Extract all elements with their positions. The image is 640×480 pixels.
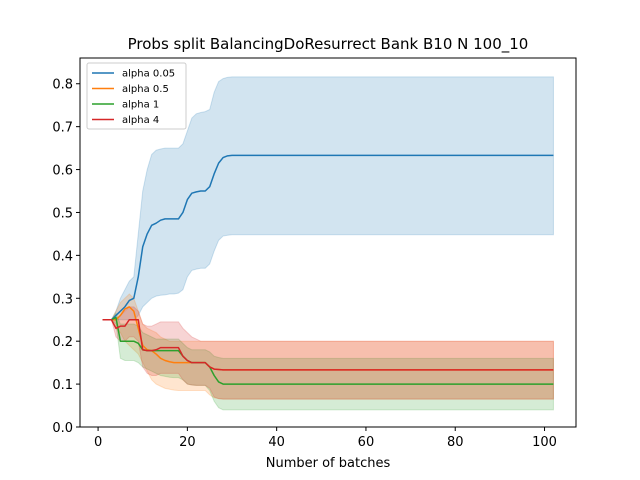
x-tick-label: 40 [268, 435, 285, 450]
legend-label-3: alpha 1 [122, 100, 159, 111]
x-axis-ticks: 0 20 40 60 80 100 [94, 427, 557, 450]
y-tick-label: 0.6 [52, 164, 73, 179]
line-series-1 [102, 154, 554, 321]
x-tick-label: 80 [447, 435, 464, 450]
y-tick-label: 0.7 [52, 121, 73, 136]
confidence-bands [102, 76, 554, 411]
y-tick-label: 0.3 [52, 292, 73, 307]
chart-title: Probs split BalancingDoResurrect Bank B1… [128, 35, 529, 54]
y-tick-label: 0.1 [52, 378, 73, 393]
legend-label-1: alpha 0.05 [122, 69, 175, 80]
x-tick-label: 60 [358, 435, 375, 450]
line-series-3 [102, 316, 554, 385]
legend-label-4: alpha 4 [122, 115, 159, 126]
y-tick-label: 0.2 [52, 335, 73, 350]
x-tick-label: 100 [532, 435, 557, 450]
legend: alpha 0.05 alpha 0.5 alpha 1 alpha 4 [86, 62, 187, 130]
plot-frame [79, 57, 577, 428]
y-tick-label: 0.4 [52, 249, 73, 264]
line-series-4 [102, 318, 554, 371]
x-tick-label: 20 [179, 435, 196, 450]
y-tick-label: 0.8 [52, 78, 73, 93]
legend-box [86, 62, 187, 130]
y-tick-label: 0.5 [52, 206, 73, 221]
legend-label-2: alpha 0.5 [122, 84, 169, 95]
x-tick-label: 0 [94, 435, 102, 450]
x-axis-label: Number of batches [266, 456, 391, 471]
y-axis-ticks: 0.0 0.1 0.2 0.3 0.4 0.5 0.6 0.7 0.8 [52, 78, 80, 436]
series-lines [102, 154, 554, 385]
y-tick-label: 0.0 [52, 421, 73, 436]
